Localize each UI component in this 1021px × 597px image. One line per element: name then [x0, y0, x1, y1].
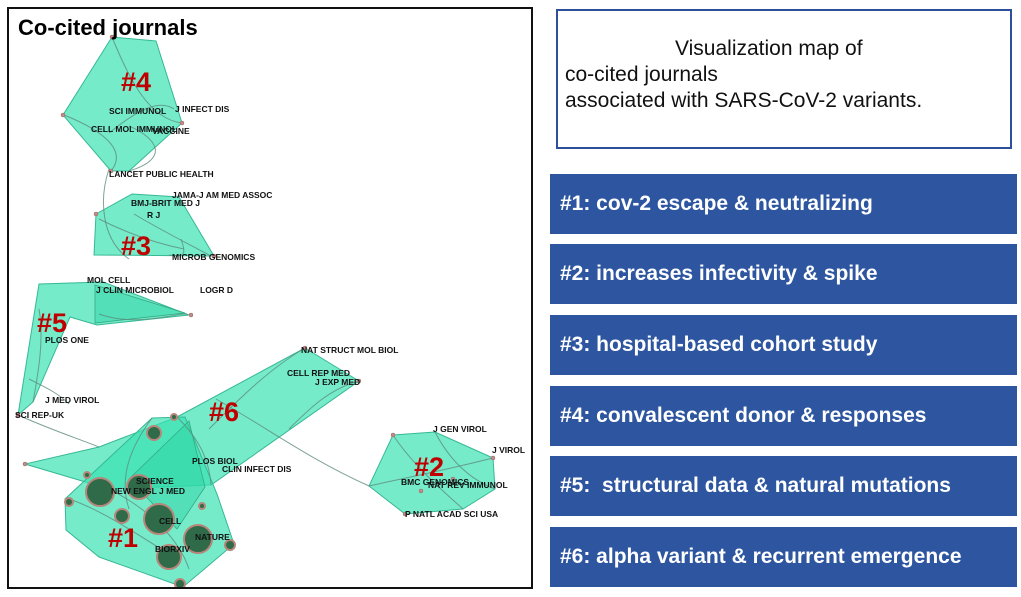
legend-item-cluster-5: #5: structural data & natural mutations	[550, 456, 1017, 516]
node-cell	[143, 503, 175, 535]
journal-label: J CLIN MICROBIOL	[96, 285, 174, 295]
node-nature	[183, 524, 213, 554]
node-small-3	[224, 539, 236, 551]
journal-label: LOGR D	[200, 285, 233, 295]
node-small-4	[174, 578, 186, 587]
dot	[109, 34, 115, 40]
dot	[418, 488, 424, 494]
dot	[490, 455, 496, 461]
co-citation-map-panel: #4 #3 #5 #6 #2 #1 SCI IMMUNOL J INFECT D…	[7, 7, 533, 589]
journal-label: CELL REP MED	[287, 368, 350, 378]
node-small-7	[198, 502, 206, 510]
journal-label: NAT STRUCT MOL BIOL	[301, 345, 398, 355]
journal-label: J EXP MED	[315, 377, 360, 387]
node-new-engl-j-med	[126, 474, 152, 500]
cluster-label-4: #4	[121, 67, 151, 97]
legend-item-cluster-6: #6: alpha variant & recurrent emergence	[550, 527, 1017, 587]
journal-label: CLIN INFECT DIS	[222, 464, 292, 474]
legend-item-cluster-2: #2: increases infectivity & spike	[550, 244, 1017, 304]
description-box: Visualization map of co-cited journals a…	[556, 9, 1012, 149]
legend-item-cluster-4: #4: convalescent donor & responses	[550, 386, 1017, 446]
node-science	[85, 477, 115, 507]
journal-label: J INFECT DIS	[175, 104, 230, 114]
description-line-2: co-cited journals	[565, 63, 718, 86]
dot	[450, 476, 456, 482]
journal-label: CELL	[159, 516, 181, 526]
dot	[179, 120, 185, 126]
dot	[356, 378, 362, 384]
journal-label: J MED VIROL	[45, 395, 99, 405]
cluster-label-3: #3	[121, 231, 151, 261]
cluster-2-hull	[368, 431, 496, 515]
legend-item-cluster-3: #3: hospital-based cohort study	[550, 315, 1017, 375]
dot	[402, 511, 408, 517]
journal-label: CELL MOL IMMUNOL	[91, 124, 177, 134]
journal-label: NEW ENGL J MED	[111, 486, 185, 496]
cluster-label-1: #1	[108, 523, 138, 553]
map-title: Co-cited journals	[18, 15, 198, 40]
cluster-label-6: #6	[209, 397, 239, 427]
journal-label: MICROB GENOMICS	[172, 252, 255, 262]
node-small-1	[114, 508, 130, 524]
network-map: #4 #3 #5 #6 #2 #1 SCI IMMUNOL J INFECT D…	[15, 34, 525, 587]
journal-label: J VIROL	[492, 445, 525, 455]
dot	[108, 168, 114, 174]
legend-item-cluster-1: #1: cov-2 escape & neutralizing	[550, 174, 1017, 234]
journal-label: SCI REP-UK	[15, 410, 65, 420]
node-biorxiv	[156, 544, 182, 570]
journal-label: JAMA-J AM MED ASSOC	[172, 190, 272, 200]
node-small-2	[146, 425, 162, 441]
node-small-6	[170, 413, 178, 421]
journal-label: LANCET PUBLIC HEALTH	[109, 169, 214, 179]
dot	[302, 345, 308, 351]
journal-label: PLOS ONE	[45, 335, 89, 345]
journal-label: BMJ-BRIT MED J	[131, 198, 200, 208]
dot	[93, 211, 99, 217]
journal-label: VACCINE	[152, 126, 190, 136]
journal-label: R J	[147, 210, 161, 220]
node-small-8	[83, 471, 91, 479]
journal-label: J GEN VIROL	[433, 424, 487, 434]
journal-label: BIORXIV	[155, 544, 190, 554]
journal-label: BMC GENOMICS	[401, 477, 469, 487]
cluster-label-2: #2	[414, 452, 444, 482]
journal-label: MOL CELL	[87, 275, 130, 285]
dot	[390, 432, 396, 438]
dot	[60, 112, 66, 118]
journal-label: PLOS BIOL	[192, 456, 238, 466]
cluster-5-hull	[17, 281, 190, 417]
dot	[188, 312, 194, 318]
description-line-1: Visualization map of	[675, 37, 863, 60]
cluster-5-inner	[94, 284, 186, 324]
journal-label: NAT REV IMMUNOL	[428, 480, 508, 490]
journal-label: NATURE	[195, 532, 230, 542]
dot	[22, 461, 28, 467]
cluster-label-5: #5	[37, 308, 67, 338]
description-line-3: associated with SARS-CoV-2 variants.	[565, 89, 923, 112]
journal-label: SCIENCE	[136, 476, 174, 486]
dot	[15, 412, 21, 418]
dot	[211, 253, 217, 259]
node-small-5	[64, 497, 74, 507]
cluster-4-hull	[62, 36, 183, 172]
journal-label: P NATL ACAD SCI USA	[405, 509, 498, 519]
journal-label: SCI IMMUNOL	[109, 106, 166, 116]
